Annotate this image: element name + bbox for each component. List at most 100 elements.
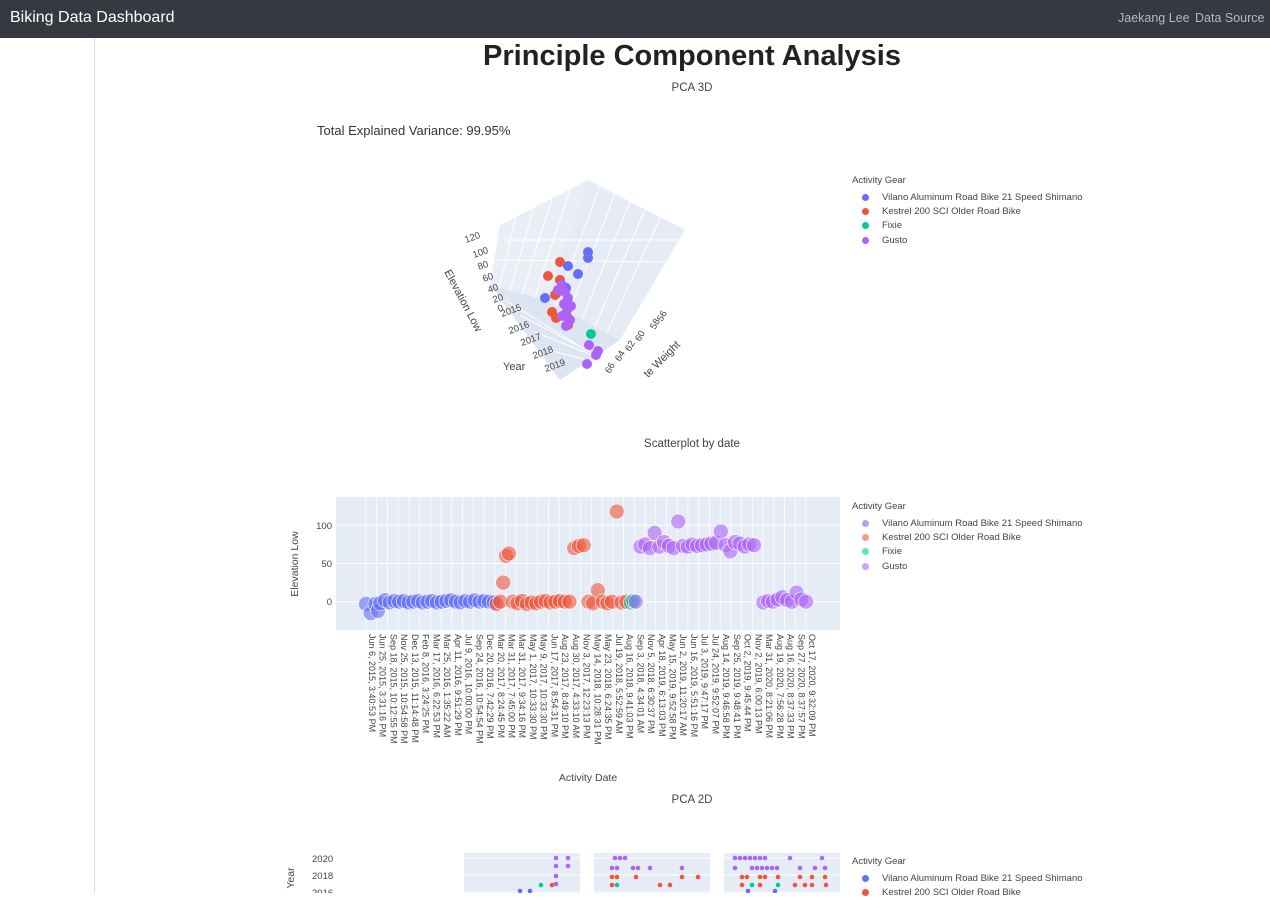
pca2d-point[interactable] [747,855,753,861]
pca2d-point[interactable] [549,882,555,888]
pca2d-point[interactable] [812,865,818,871]
pca2d-point[interactable] [633,874,639,880]
scatter-chart[interactable]: 0 50 100 Jun 6, 2015, 3:40:53 PM Jun 25, 20… [289,497,840,784]
pca2d-point[interactable] [553,855,559,861]
pca2d-point[interactable] [764,865,770,871]
pca2d-point[interactable] [759,865,765,871]
pca2d-point[interactable] [732,865,738,871]
pca2d-point[interactable] [732,855,738,861]
pca3d-point[interactable] [573,269,583,279]
pca2d-point[interactable] [822,865,828,871]
pca2d-point[interactable] [609,882,615,888]
pca3d-point[interactable] [582,359,592,369]
pca2d-point[interactable] [565,855,571,861]
pca2d-point[interactable] [809,882,815,888]
scatter-point[interactable] [746,537,762,553]
pca2d-point[interactable] [679,874,685,880]
pca2d-point[interactable] [762,855,768,861]
pca2d-point[interactable] [802,882,808,888]
pca2d-point[interactable] [762,874,768,880]
pca2d-point[interactable] [617,855,623,861]
scatter-point[interactable] [561,593,578,610]
legend-item-kestrel[interactable]: Kestrel 200 SCI Older Road Bike [852,204,1083,218]
pca2d-point[interactable] [614,874,620,880]
pca2d-point[interactable] [657,882,663,888]
pca3d-point[interactable] [566,301,576,311]
scatter-point[interactable] [608,503,625,520]
pca2d-point[interactable] [775,874,781,880]
pca2d-point[interactable] [775,882,781,888]
scatter-point[interactable] [798,593,814,610]
pca2d-point[interactable] [737,855,743,861]
pca2d-point[interactable] [769,865,775,871]
scatter-point[interactable] [501,545,517,562]
pca2d-point[interactable] [630,865,636,871]
pca2d-point[interactable] [622,855,628,861]
pca3d-point[interactable] [555,257,565,267]
pca3d-point[interactable] [561,321,571,331]
legend-item-gusto[interactable]: Gusto [852,559,1083,573]
pca2d-point[interactable] [752,855,758,861]
pca2d-point[interactable] [565,863,571,869]
legend-item-fixie[interactable]: Fixie [852,219,1083,233]
pca2d-point[interactable] [553,873,559,879]
pca3d-point[interactable] [553,285,563,295]
pca3d-point[interactable] [584,340,594,350]
scatter-point[interactable] [713,523,729,540]
legend-item-vilano[interactable]: Vilano Aluminum Road Bike 21 Speed Shima… [852,871,1083,885]
legend-item-gusto[interactable]: Gusto [852,233,1083,247]
pca2d-point[interactable] [809,874,815,880]
pca2d-point[interactable] [797,865,803,871]
pca2d-point[interactable] [614,865,620,871]
nav-link-author[interactable]: Jaekang Lee [1118,11,1190,25]
pca2d-point[interactable] [679,865,685,871]
pca2d-point[interactable] [774,865,780,871]
pca2d-point[interactable] [635,865,641,871]
scatter-point[interactable] [670,513,687,530]
pca2d-point[interactable] [823,882,829,888]
pca2d-point[interactable] [695,874,701,880]
pca2d-point[interactable] [749,865,755,871]
pca3d-point[interactable] [557,311,567,321]
scatter-point[interactable] [627,593,644,610]
legend-item-vilano[interactable]: Vilano Aluminum Road Bike 21 Speed Shima… [852,516,1083,530]
scatter-point[interactable] [575,537,592,553]
pca2d-point[interactable] [787,855,793,861]
legend-item-kestrel[interactable]: Kestrel 200 SCI Older Road Bike [852,530,1083,544]
pca3d-point[interactable] [583,253,593,263]
legend-item-vilano[interactable]: Vilano Aluminum Road Bike 21 Speed Shima… [852,190,1083,204]
pca2d-point[interactable] [739,882,745,888]
pca2d-point[interactable] [772,888,778,893]
pca2d-point[interactable] [538,882,544,888]
scatter-point[interactable] [646,525,663,541]
legend-item-fixie[interactable]: Fixie [852,545,1083,559]
pca2d-chart[interactable]: 2020 2018 2016 Year [285,853,840,893]
pca2d-point[interactable] [612,855,618,861]
pca2d-point[interactable] [739,874,745,880]
pca3d-point[interactable] [586,329,596,339]
pca2d-point[interactable] [745,888,751,893]
nav-link-data-source[interactable]: Data Source [1195,11,1265,25]
pca2d-point[interactable] [553,863,559,869]
navbar-brand[interactable]: Biking Data Dashboard [10,9,175,26]
pca2d-point[interactable] [819,855,825,861]
scatter-point[interactable] [495,574,512,591]
pca2d-point[interactable] [609,865,615,871]
pca2d-point[interactable] [744,874,750,880]
pca3d-point[interactable] [563,261,573,271]
pca2d-point[interactable] [749,882,755,888]
pca2d-point[interactable] [757,882,763,888]
pca2d-point[interactable] [822,874,828,880]
pca2d-point[interactable] [797,874,803,880]
pca2d-point[interactable] [553,881,559,887]
pca2d-point[interactable] [667,882,673,888]
pca2d-point[interactable] [757,855,763,861]
pca2d-point[interactable] [792,882,798,888]
pca3d-point[interactable] [540,293,550,303]
pca2d-point[interactable] [517,888,523,893]
pca2d-point[interactable] [647,865,653,871]
pca3d-scene[interactable]: 120 100 80 60 40 20 0 Elevation Low 2015… [441,180,685,380]
pca2d-point[interactable] [754,865,760,871]
pca2d-point[interactable] [757,874,763,880]
pca2d-point[interactable] [742,855,748,861]
